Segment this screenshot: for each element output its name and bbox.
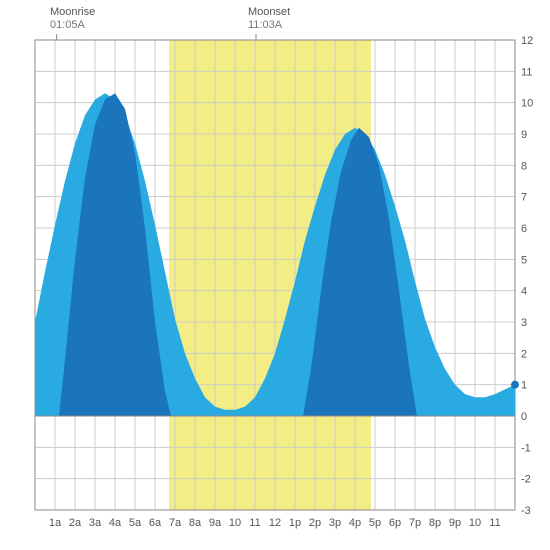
x-tick-label: 6p xyxy=(389,517,401,529)
annotation-moonrise-value: 01:05A xyxy=(50,19,95,32)
annotation-moonrise: Moonrise 01:05A xyxy=(50,6,95,32)
x-tick-label: 6a xyxy=(149,517,162,529)
y-tick-label: 10 xyxy=(521,98,533,110)
x-tick-label: 9a xyxy=(209,517,222,529)
x-tick-label: 10 xyxy=(229,517,241,529)
y-tick-label: 4 xyxy=(521,286,527,298)
y-tick-label: -1 xyxy=(521,442,531,454)
x-tick-label: 12 xyxy=(269,517,281,529)
x-tick-label: 2a xyxy=(69,517,82,529)
annotation-moonset: Moonset 11:03A xyxy=(248,6,290,32)
x-tick-label: 4a xyxy=(109,517,122,529)
y-tick-label: 7 xyxy=(521,192,527,204)
x-tick-label: 11 xyxy=(249,517,260,529)
y-tick-label: 12 xyxy=(521,35,533,47)
x-tick-label: 5p xyxy=(369,517,381,529)
y-tick-label: 8 xyxy=(521,160,527,172)
x-tick-label: 7a xyxy=(169,517,182,529)
x-tick-label: 3a xyxy=(89,517,102,529)
chart-svg: -3-2-101234567891011121a2a3a4a5a6a7a8a9a… xyxy=(0,0,550,550)
end-marker xyxy=(511,381,519,389)
x-tick-label: 11 xyxy=(489,517,500,529)
y-tick-label: -2 xyxy=(521,474,531,486)
x-tick-label: 7p xyxy=(409,517,421,529)
x-tick-label: 8p xyxy=(429,517,441,529)
y-tick-label: -3 xyxy=(521,505,531,517)
x-tick-label: 4p xyxy=(349,517,361,529)
x-tick-label: 1a xyxy=(49,517,62,529)
y-tick-label: 1 xyxy=(521,380,527,392)
x-tick-label: 1p xyxy=(289,517,301,529)
x-tick-label: 9p xyxy=(449,517,461,529)
y-tick-label: 6 xyxy=(521,223,527,235)
y-tick-label: 3 xyxy=(521,317,527,329)
x-tick-label: 5a xyxy=(129,517,142,529)
annotation-moonset-label: Moonset xyxy=(248,6,290,19)
y-tick-label: 2 xyxy=(521,348,527,360)
x-tick-label: 8a xyxy=(189,517,202,529)
annotation-moonset-value: 11:03A xyxy=(248,19,290,32)
y-tick-label: 5 xyxy=(521,254,527,266)
x-tick-label: 2p xyxy=(309,517,321,529)
x-tick-label: 10 xyxy=(469,517,481,529)
annotation-moonrise-label: Moonrise xyxy=(50,6,95,19)
y-tick-label: 11 xyxy=(521,66,532,78)
y-tick-label: 0 xyxy=(521,411,527,423)
x-tick-label: 3p xyxy=(329,517,341,529)
tide-chart: Moonrise 01:05A Moonset 11:03A -3-2-1012… xyxy=(0,0,550,550)
y-tick-label: 9 xyxy=(521,129,527,141)
